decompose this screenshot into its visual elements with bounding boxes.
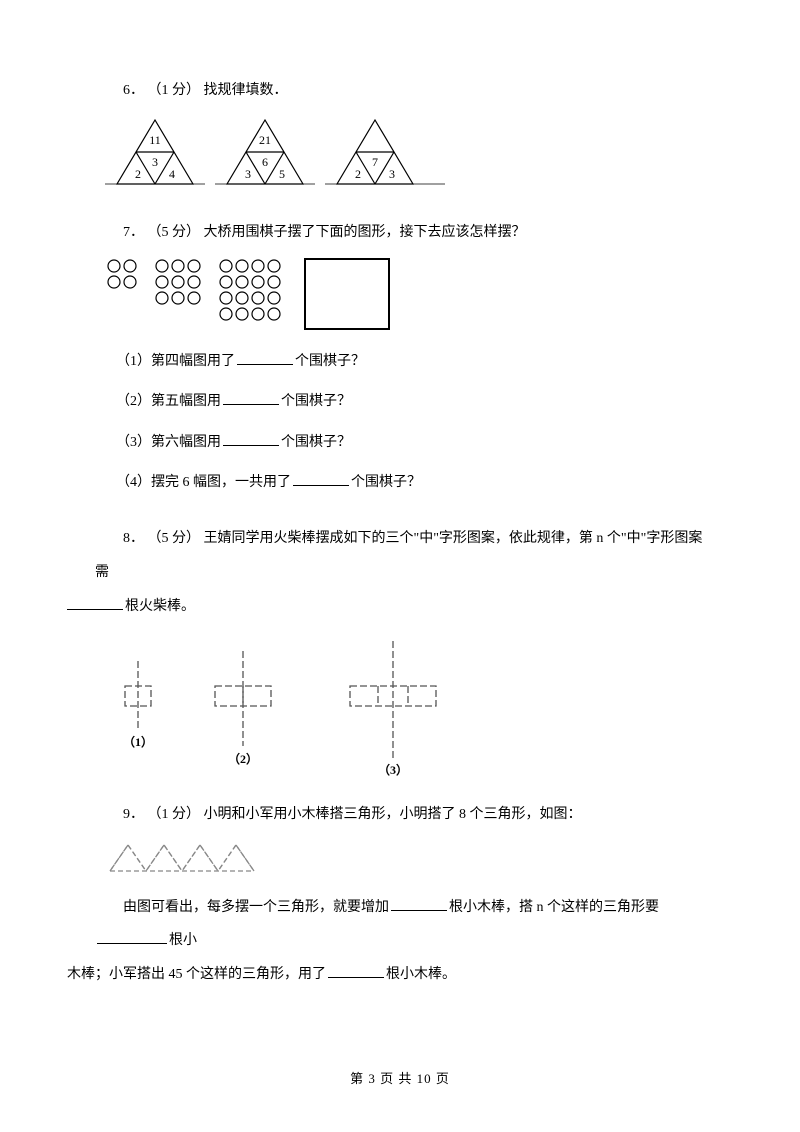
- q9-label: 9．: [123, 807, 144, 822]
- page-number: 第 3 页 共 10 页: [350, 1071, 450, 1086]
- t1-left: 2: [135, 167, 141, 181]
- triangle-row-svg: [105, 839, 275, 879]
- t2-right: 5: [279, 167, 285, 181]
- t3-right: 3: [389, 167, 395, 181]
- question-8: 8． （5 分） 王婧同学用火柴棒摆成如下的三个"中"字形图案，依此规律，第 n…: [95, 522, 705, 776]
- q9-text: 小明和小军用小木棒搭三角形，小明搭了 8 个三角形，如图：: [204, 807, 582, 822]
- q7-sub3: （3）第六幅图用个围棋子？: [95, 432, 705, 454]
- q9-points: （1 分）: [148, 807, 201, 822]
- q8-points: （5 分）: [148, 531, 201, 546]
- q6-figure: 11 3 2 4 21 6 3 5 7 2 3: [105, 114, 705, 194]
- q9-para2: 由图可看出，每多摆一个三角形，就要增加根小木棒，搭 n 个这样的三角形要根小 木…: [95, 891, 705, 992]
- q6-points: （1 分）: [148, 83, 201, 98]
- q7-sub4: （4）摆完 6 幅图，一共用了个围棋子？: [95, 472, 705, 494]
- blank[interactable]: [391, 897, 447, 911]
- t1-top: 11: [149, 133, 161, 147]
- q8-label: 8．: [123, 531, 144, 546]
- blank[interactable]: [223, 432, 279, 446]
- q8-prompt: 8． （5 分） 王婧同学用火柴棒摆成如下的三个"中"字形图案，依此规律，第 n…: [95, 522, 705, 623]
- q8-text-b: 根火柴棒。: [125, 599, 195, 614]
- question-7: 7． （5 分） 大桥用围棋子摆了下面的图形，接下去应该怎样摆？: [95, 222, 705, 494]
- q6-prompt: 6． （1 分） 找规律填数．: [95, 80, 705, 102]
- q7-sub1: （1）第四幅图用了个围棋子？: [95, 351, 705, 373]
- q7-label: 7．: [123, 225, 144, 240]
- q6-label: 6．: [123, 83, 144, 98]
- t3-mid: 7: [372, 155, 378, 169]
- q6-text: 找规律填数．: [204, 83, 288, 98]
- q7-figure: [105, 257, 705, 333]
- triangle-pattern-svg: 11 3 2 4 21 6 3 5 7 2 3: [105, 114, 445, 194]
- q7-prompt: 7． （5 分） 大桥用围棋子摆了下面的图形，接下去应该怎样摆？: [95, 222, 705, 244]
- q8-cap1: （1）: [123, 734, 153, 749]
- blank[interactable]: [97, 930, 167, 944]
- t1-right: 4: [169, 167, 175, 181]
- blank[interactable]: [237, 351, 293, 365]
- q8-cap2: （2）: [228, 751, 258, 766]
- blank[interactable]: [67, 596, 123, 610]
- q8-cap3: （3）: [378, 762, 408, 776]
- q7-text: 大桥用围棋子摆了下面的图形，接下去应该怎样摆？: [204, 225, 526, 240]
- question-6: 6． （1 分） 找规律填数． 11 3 2 4 21 6 3 5: [95, 80, 705, 194]
- t2-mid: 6: [262, 155, 268, 169]
- q7-points: （5 分）: [148, 225, 201, 240]
- t2-left: 3: [245, 167, 251, 181]
- blank[interactable]: [328, 964, 384, 978]
- blank[interactable]: [293, 472, 349, 486]
- t3-left: 2: [355, 167, 361, 181]
- q9-prompt: 9． （1 分） 小明和小军用小木棒搭三角形，小明搭了 8 个三角形，如图：: [95, 804, 705, 826]
- t1-mid: 3: [152, 155, 158, 169]
- q8-figure: （1） （2） （3）: [105, 641, 705, 776]
- zhong-pattern-svg: （1） （2） （3）: [105, 641, 485, 776]
- question-9: 9． （1 分） 小明和小军用小木棒搭三角形，小明搭了 8 个三角形，如图： 由…: [95, 804, 705, 991]
- page-footer: 第 3 页 共 10 页: [0, 1069, 800, 1090]
- go-stones-svg: [105, 257, 445, 333]
- q9-figure: [105, 839, 705, 879]
- q7-sub2: （2）第五幅图用个围棋子？: [95, 391, 705, 413]
- blank[interactable]: [223, 391, 279, 405]
- t2-top: 21: [259, 133, 271, 147]
